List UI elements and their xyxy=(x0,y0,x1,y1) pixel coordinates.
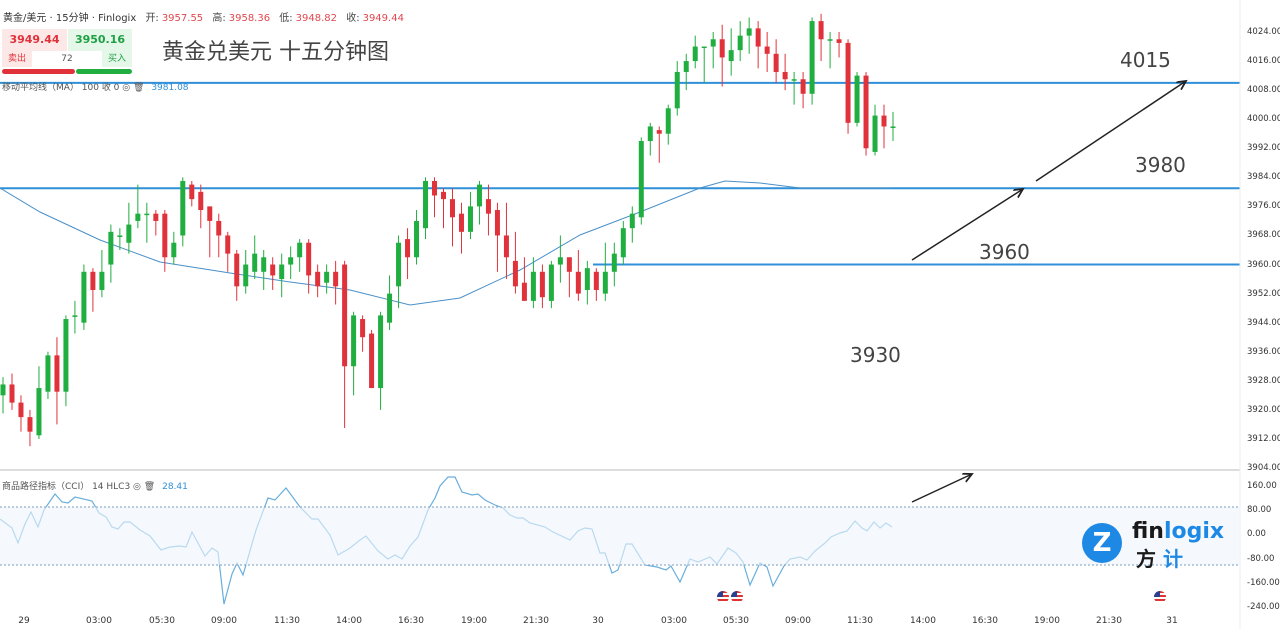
time-tick: 05:30 xyxy=(149,616,175,626)
time-tick: 03:00 xyxy=(661,616,687,626)
buy-price[interactable]: 3950.16 xyxy=(68,29,132,51)
us-flag-icon[interactable] xyxy=(731,591,743,603)
sell-button[interactable]: 卖出 xyxy=(2,51,32,67)
time-tick: 19:00 xyxy=(461,616,487,626)
high-value: 3958.36 xyxy=(228,13,271,24)
price-tick: 3904.00 xyxy=(1247,463,1280,474)
price-tick: 4016.00 xyxy=(1247,56,1280,67)
time-tick: 03:00 xyxy=(86,616,112,626)
time-tick: 11:30 xyxy=(274,616,300,626)
trend-arrow[interactable] xyxy=(911,189,1023,261)
price-tick: 3920.00 xyxy=(1247,404,1280,415)
time-tick: 16:30 xyxy=(398,616,424,626)
price-tick: 3976.00 xyxy=(1247,201,1280,212)
price-tick: 3992.00 xyxy=(1247,143,1280,154)
time-tick: 21:30 xyxy=(523,616,549,626)
trash-icon[interactable]: 🗑 xyxy=(133,83,145,93)
trash-icon[interactable]: 🗑 xyxy=(143,482,156,492)
price-tick: 3944.00 xyxy=(1247,317,1280,328)
time-tick: 11:30 xyxy=(847,616,873,626)
price-tick: 4024.00 xyxy=(1247,27,1280,37)
low-value: 3948.82 xyxy=(295,13,338,24)
time-tick: 16:30 xyxy=(972,616,998,626)
level-label-3980: 3980 xyxy=(1135,153,1186,177)
time-tick: 14:00 xyxy=(910,616,936,626)
level-label-3930: 3930 xyxy=(850,343,901,367)
logo-mark-icon: Z xyxy=(1082,523,1122,563)
cci-tick: -160.00 xyxy=(1247,577,1280,588)
cci-legend[interactable]: 商品路径指标（CCI） 14 HLC3 ◎ 🗑 28.41 xyxy=(2,482,188,492)
sell-bar xyxy=(2,69,75,74)
close-value: 3949.44 xyxy=(362,13,404,24)
time-tick: 31 xyxy=(1166,616,1178,626)
price-tick: 3968.00 xyxy=(1247,230,1280,241)
time-tick: 30 xyxy=(592,616,604,626)
cci-tick: -240.00 xyxy=(1247,602,1280,612)
price-tick: 3928.00 xyxy=(1247,375,1280,386)
ma-legend[interactable]: 移动平均线（MA） 100 收 0 ◎ 🗑 3981.08 xyxy=(2,83,189,93)
us-flag-icon[interactable] xyxy=(717,591,729,603)
level-label-4015: 4015 xyxy=(1120,48,1171,72)
ohlc-header: 黄金/美元 · 15分钟 · Finlogix 开: 3957.55 高: 3958… xyxy=(3,13,404,24)
price-tick: 3984.00 xyxy=(1247,172,1280,183)
time-tick: 14:00 xyxy=(336,616,362,626)
trend-arrow[interactable] xyxy=(1035,81,1186,182)
price-tick: 3912.00 xyxy=(1247,433,1280,444)
price-tick: 3960.00 xyxy=(1247,259,1280,270)
us-flag-icon[interactable] xyxy=(1154,591,1166,603)
time-tick: 05:30 xyxy=(723,616,749,626)
trend-arrow[interactable] xyxy=(911,474,972,503)
price-tick: 4008.00 xyxy=(1247,85,1280,96)
level-label-3960: 3960 xyxy=(979,240,1030,264)
buy-bar xyxy=(76,69,132,74)
cci-tick: 80.00 xyxy=(1247,505,1272,516)
symbol-label: 黄金/美元 · 15分钟 · Finlogix xyxy=(3,13,137,24)
cci-tick: -80.00 xyxy=(1247,553,1275,564)
open-value: 3957.55 xyxy=(161,13,204,24)
time-tick: 19:00 xyxy=(1034,616,1060,626)
spread-value: 72 xyxy=(32,51,102,67)
time-tick: 09:00 xyxy=(785,616,811,626)
time-tick: 09:00 xyxy=(211,616,237,626)
buy-button[interactable]: 买入 xyxy=(102,51,132,67)
cci-tick: 160.00 xyxy=(1247,481,1277,491)
price-tick: 4000.00 xyxy=(1247,114,1280,125)
chart-title: 黄金兑美元 十五分钟图 xyxy=(162,40,389,65)
cci-value: 28.41 xyxy=(162,482,188,492)
time-tick: 21:30 xyxy=(1096,616,1122,626)
quote-panel: 3949.44 3950.16 卖出 72 买入 xyxy=(2,29,132,74)
price-tick: 3952.00 xyxy=(1247,288,1280,299)
ma-value: 3981.08 xyxy=(151,83,189,93)
time-tick: 29 xyxy=(18,616,30,626)
price-tick: 3936.00 xyxy=(1247,346,1280,357)
cci-tick: 0.00 xyxy=(1247,529,1266,540)
finlogix-logo: Z finlogix 方 计 xyxy=(1082,519,1232,573)
sell-price[interactable]: 3949.44 xyxy=(2,29,67,51)
